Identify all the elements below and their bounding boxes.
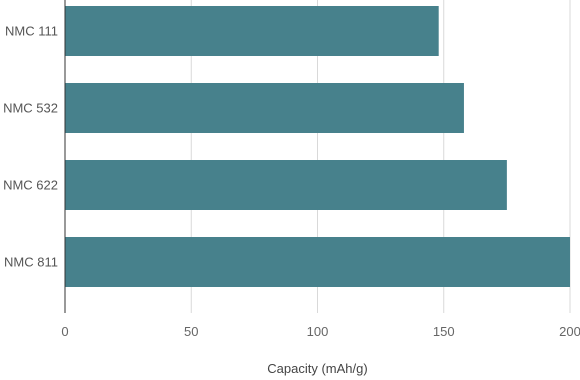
x-tick-label: 50 (184, 324, 198, 339)
x-tick-label: 100 (307, 324, 329, 339)
x-tick-label: 200 (559, 324, 580, 339)
y-category-label: NMC 811 (4, 255, 58, 270)
bar-nmc-811 (65, 237, 570, 287)
x-tick-label: 150 (433, 324, 455, 339)
bar-nmc-622 (65, 160, 507, 210)
bar-nmc-111 (65, 6, 439, 56)
labels: 0 50 100 150 200 NMC 111 NMC 532 NMC 622 NMC 811 (3, 24, 580, 340)
bars (65, 6, 570, 287)
x-axis-title: Capacity (mAh/g) (267, 361, 367, 376)
y-category-label: NMC 532 (3, 101, 58, 116)
x-tick-label: 0 (61, 324, 68, 339)
y-category-label: NMC 111 (5, 24, 58, 39)
bar-nmc-532 (65, 83, 464, 133)
y-category-label: NMC 622 (3, 178, 58, 193)
